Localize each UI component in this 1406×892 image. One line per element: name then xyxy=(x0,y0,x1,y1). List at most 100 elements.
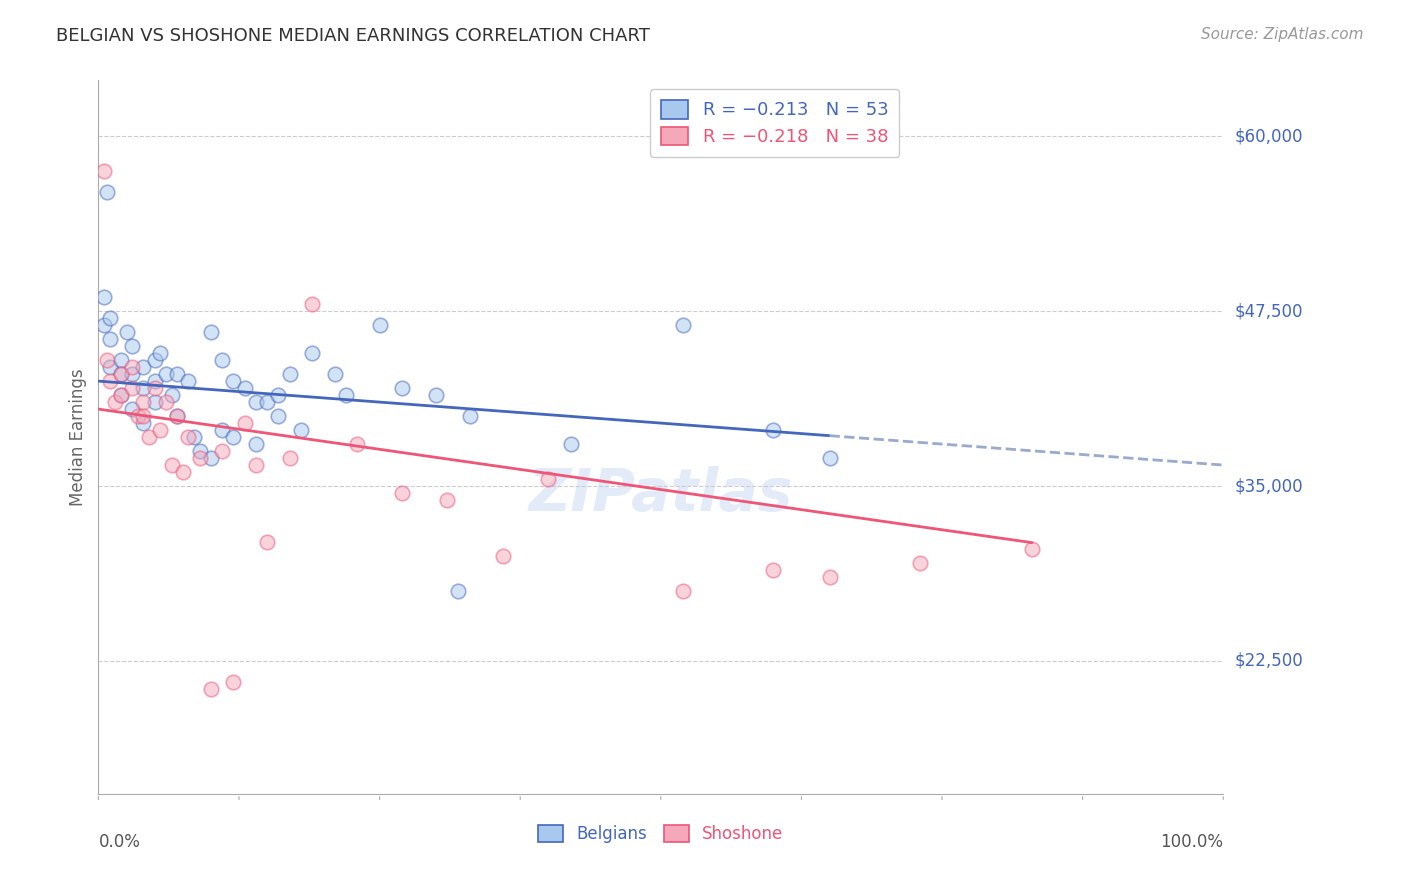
Point xyxy=(177,430,200,444)
Point xyxy=(121,402,143,417)
Point xyxy=(762,423,785,437)
Text: $60,000: $60,000 xyxy=(1234,128,1303,145)
Point xyxy=(127,409,149,423)
Point xyxy=(346,437,368,451)
Point xyxy=(200,451,222,466)
Point xyxy=(132,409,155,423)
Point xyxy=(222,430,245,444)
Point xyxy=(188,444,211,458)
Point xyxy=(458,409,481,423)
Point xyxy=(110,388,132,402)
Point xyxy=(908,556,931,570)
Point xyxy=(222,374,245,388)
Point xyxy=(245,437,267,451)
Point xyxy=(1021,541,1043,556)
Point xyxy=(256,395,278,409)
Point xyxy=(96,353,118,368)
Point xyxy=(436,493,458,508)
Point xyxy=(267,409,290,423)
Point xyxy=(132,395,155,409)
Point xyxy=(391,486,413,500)
Text: 100.0%: 100.0% xyxy=(1160,833,1223,851)
Point xyxy=(492,549,515,563)
Point xyxy=(335,388,357,402)
Point xyxy=(115,325,138,339)
Point xyxy=(166,409,188,423)
Point xyxy=(818,570,841,584)
Point xyxy=(110,353,132,368)
Legend: Belgians, Shoshone: Belgians, Shoshone xyxy=(531,818,790,850)
Point xyxy=(233,381,256,395)
Text: $22,500: $22,500 xyxy=(1234,652,1303,670)
Point xyxy=(98,360,121,375)
Point xyxy=(166,367,188,381)
Point xyxy=(121,381,143,395)
Point xyxy=(121,360,143,375)
Point xyxy=(200,681,222,696)
Point xyxy=(149,346,172,360)
Point xyxy=(98,332,121,346)
Point xyxy=(98,374,121,388)
Point xyxy=(222,675,245,690)
Point xyxy=(104,395,127,409)
Point xyxy=(143,395,166,409)
Point xyxy=(200,325,222,339)
Point xyxy=(138,430,160,444)
Point xyxy=(143,381,166,395)
Point xyxy=(121,367,143,381)
Point xyxy=(177,374,200,388)
Point xyxy=(447,584,470,599)
Point xyxy=(93,290,115,304)
Point xyxy=(155,367,177,381)
Y-axis label: Median Earnings: Median Earnings xyxy=(69,368,87,506)
Point xyxy=(245,395,267,409)
Point xyxy=(368,318,391,333)
Text: Source: ZipAtlas.com: Source: ZipAtlas.com xyxy=(1201,27,1364,42)
Point xyxy=(143,353,166,368)
Point xyxy=(672,318,695,333)
Point xyxy=(172,465,194,479)
Point xyxy=(155,395,177,409)
Point xyxy=(672,584,695,599)
Point xyxy=(211,444,233,458)
Point xyxy=(278,367,301,381)
Point xyxy=(233,416,256,430)
Point xyxy=(245,458,267,472)
Point xyxy=(93,318,115,333)
Text: $35,000: $35,000 xyxy=(1234,477,1303,495)
Point xyxy=(211,423,233,437)
Point xyxy=(425,388,447,402)
Point xyxy=(110,367,132,381)
Point xyxy=(256,535,278,549)
Point xyxy=(110,367,132,381)
Point xyxy=(166,409,188,423)
Point xyxy=(391,381,413,395)
Point xyxy=(301,346,323,360)
Point xyxy=(290,423,312,437)
Point xyxy=(132,381,155,395)
Point xyxy=(762,563,785,577)
Point xyxy=(267,388,290,402)
Point xyxy=(183,430,205,444)
Point xyxy=(132,416,155,430)
Point xyxy=(98,311,121,326)
Point xyxy=(93,164,115,178)
Point xyxy=(323,367,346,381)
Text: $47,500: $47,500 xyxy=(1234,302,1303,320)
Point xyxy=(818,451,841,466)
Point xyxy=(188,451,211,466)
Point xyxy=(149,423,172,437)
Point xyxy=(121,339,143,353)
Point xyxy=(143,374,166,388)
Point xyxy=(537,472,560,486)
Point xyxy=(132,360,155,375)
Point xyxy=(160,388,183,402)
Point xyxy=(211,353,233,368)
Text: 0.0%: 0.0% xyxy=(98,833,141,851)
Text: ZIPatlas: ZIPatlas xyxy=(529,466,793,523)
Point xyxy=(278,451,301,466)
Point xyxy=(110,388,132,402)
Point xyxy=(96,185,118,199)
Point xyxy=(301,297,323,311)
Point xyxy=(560,437,582,451)
